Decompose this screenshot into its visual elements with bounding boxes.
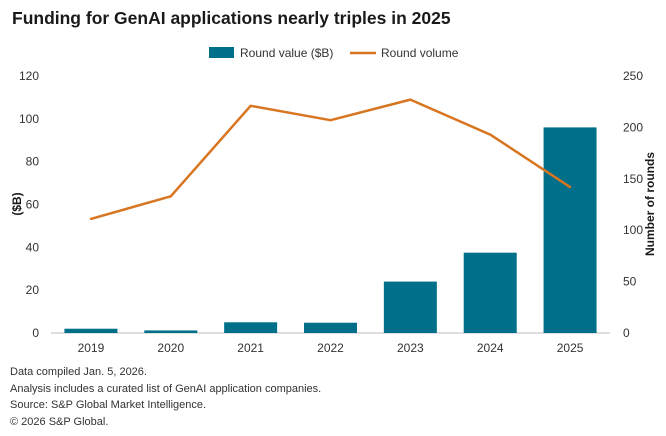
x-tick-2020: 2020 [157,341,184,355]
x-tick-2019: 2019 [78,341,105,355]
bar-2022 [304,322,357,333]
line-point-2023 [409,98,412,101]
chart-title: Funding for GenAI applications nearly tr… [12,8,451,28]
line-point-2025 [568,185,572,189]
footnotes: Data compiled Jan. 5, 2026. Analysis inc… [10,364,321,430]
x-tick-2021: 2021 [237,341,264,355]
y-tick-right-50: 50 [623,275,637,289]
round-volume-line [90,98,571,221]
footnote-copyright: © 2026 S&P Global. [10,415,109,428]
y-tick-right-100: 100 [623,223,643,237]
y-tick-left-120: 120 [19,69,39,83]
legend-label-round-volume: Round volume [381,46,459,60]
bar-2023 [383,281,437,333]
footnote-analysis-scope: Analysis includes a curated list of GenA… [10,382,322,395]
line-point-2021 [249,104,252,108]
footnote-source: Source: S&P Global Market Intelligence. [10,399,207,411]
y-tick-left-20: 20 [26,283,40,297]
y-tick-left-0: 0 [32,326,39,340]
y-tick-right-250: 250 [623,69,643,83]
y-tick-right-0: 0 [623,326,630,340]
bar-2025 [543,127,597,334]
y-axis-label-left: ($B) [10,192,24,215]
line-point-2022 [329,119,332,122]
bar-series [64,127,597,334]
line-point-2024 [489,133,492,136]
y-tick-left-80: 80 [26,155,40,169]
line-point-2020 [169,195,172,198]
footnote-data-compiled: Data compiled Jan. 5, 2026. [10,366,147,378]
y-tick-left-100: 100 [19,112,39,126]
legend-label-round-value: Round value ($B) [240,46,333,60]
x-tick-2022: 2022 [317,341,344,355]
bar-2021 [224,322,278,333]
y-tick-left-60: 60 [26,198,40,212]
bar-2020 [144,330,198,333]
y-tick-right-150: 150 [623,172,643,186]
legend-swatch-round-value [209,47,234,58]
bar-2019 [64,328,118,333]
bar-2024 [463,252,517,333]
y-tick-right-200: 200 [623,120,643,134]
line-point-2019 [89,217,93,221]
axes: 0 20 40 60 80 100 120 0 50 100 150 200 250 2019 2020 20… [19,69,643,355]
y-tick-left-40: 40 [26,240,40,254]
y-axis-label-right: Number of rounds [643,152,657,256]
x-tick-2025: 2025 [557,341,584,355]
line-series [89,98,572,221]
x-tick-2023: 2023 [397,341,424,355]
legend: Round value ($B) Round volume [209,46,459,60]
x-tick-2024: 2024 [477,341,504,355]
